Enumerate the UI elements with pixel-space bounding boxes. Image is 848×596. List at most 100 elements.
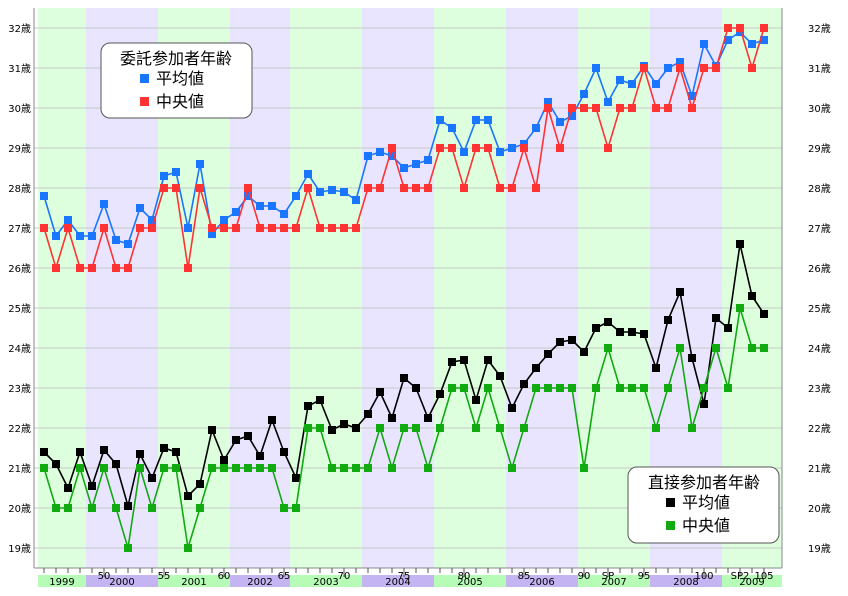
data-point — [232, 224, 240, 232]
y-axis-right: 19歳 20歳 21歳 22歳 23歳 24歳 25歳 26歳 27歳 28歳 29歳 30歳 31歳 3… — [781, 8, 831, 568]
y-tick-label-right: 28歳 — [808, 183, 831, 195]
series-3 — [40, 304, 768, 552]
legend-consigned: 委託参加者年齢 平均値 中央値 — [100, 42, 253, 119]
data-point — [412, 424, 420, 432]
data-point — [160, 184, 168, 192]
data-point — [316, 424, 324, 432]
data-point — [280, 210, 288, 218]
data-point — [652, 80, 660, 88]
data-point — [664, 104, 672, 112]
data-point — [544, 104, 552, 112]
data-point — [640, 384, 648, 392]
year-strip — [362, 575, 434, 587]
year-label: 2001 — [181, 577, 206, 588]
legend-consigned-mean-marker — [140, 74, 149, 83]
data-point — [136, 464, 144, 472]
year-label: 2002 — [247, 577, 272, 588]
legend-direct-mean-marker — [666, 498, 675, 507]
y-tick-label-right: 29歳 — [808, 143, 831, 155]
y-tick-label-left: 22歳 — [8, 423, 31, 435]
y-tick-label-left: 32歳 — [8, 23, 31, 35]
data-point — [328, 186, 336, 194]
data-point — [544, 384, 552, 392]
data-point — [676, 288, 684, 296]
year-strip — [506, 575, 578, 587]
data-point — [148, 224, 156, 232]
data-point — [364, 464, 372, 472]
y-tick-label-left: 20歳 — [8, 503, 31, 515]
data-point — [400, 374, 408, 382]
year-strip — [38, 575, 86, 587]
data-point — [292, 224, 300, 232]
data-point — [388, 414, 396, 422]
data-point — [208, 230, 216, 238]
data-point — [664, 384, 672, 392]
data-point — [196, 480, 204, 488]
data-point — [652, 364, 660, 372]
x-tick-label: 95 — [638, 571, 651, 582]
data-point — [676, 64, 684, 72]
data-point — [712, 314, 720, 322]
data-point — [136, 450, 144, 458]
y-tick-label-left: 26歳 — [8, 263, 31, 275]
data-point — [376, 388, 384, 396]
data-point — [400, 184, 408, 192]
data-point — [100, 446, 108, 454]
data-point — [556, 384, 564, 392]
y-tick-label-right: 24歳 — [808, 343, 831, 355]
data-point — [628, 80, 636, 88]
series-2 — [40, 240, 768, 510]
data-point — [760, 344, 768, 352]
x-tick-label: 80 — [458, 571, 471, 582]
data-point — [64, 484, 72, 492]
data-point — [352, 464, 360, 472]
data-point — [628, 384, 636, 392]
data-point — [256, 202, 264, 210]
data-point — [568, 112, 576, 120]
data-point — [724, 36, 732, 44]
data-point — [400, 164, 408, 172]
year-strip — [434, 575, 506, 587]
data-point — [556, 338, 564, 346]
data-point — [64, 224, 72, 232]
legend-direct-title: 直接参加者年齢 — [648, 473, 760, 492]
data-point — [268, 202, 276, 210]
data-point — [460, 356, 468, 364]
data-point — [160, 464, 168, 472]
data-point — [148, 504, 156, 512]
data-point — [460, 184, 468, 192]
data-point — [316, 396, 324, 404]
data-point — [256, 464, 264, 472]
year-strip — [650, 575, 722, 587]
data-point — [616, 104, 624, 112]
data-point — [424, 184, 432, 192]
data-point — [220, 456, 228, 464]
data-point — [520, 424, 528, 432]
data-point — [292, 474, 300, 482]
data-point — [100, 464, 108, 472]
data-point — [508, 464, 516, 472]
data-point — [40, 448, 48, 456]
data-point — [448, 124, 456, 132]
series-layer — [40, 24, 768, 552]
data-point — [40, 224, 48, 232]
y-tick-label-left: 19歳 — [8, 543, 31, 555]
y-tick-label-right: 26歳 — [808, 263, 831, 275]
year-strip — [290, 575, 362, 587]
data-point — [688, 92, 696, 100]
data-point — [376, 148, 384, 156]
year-label: 2004 — [385, 577, 410, 588]
data-point — [208, 426, 216, 434]
data-point — [580, 348, 588, 356]
data-point — [148, 474, 156, 482]
data-point — [172, 464, 180, 472]
data-point — [688, 354, 696, 362]
data-point — [208, 464, 216, 472]
data-point — [448, 358, 456, 366]
data-point — [304, 170, 312, 178]
data-point — [472, 424, 480, 432]
data-point — [748, 344, 756, 352]
data-point — [172, 168, 180, 176]
data-point — [484, 144, 492, 152]
